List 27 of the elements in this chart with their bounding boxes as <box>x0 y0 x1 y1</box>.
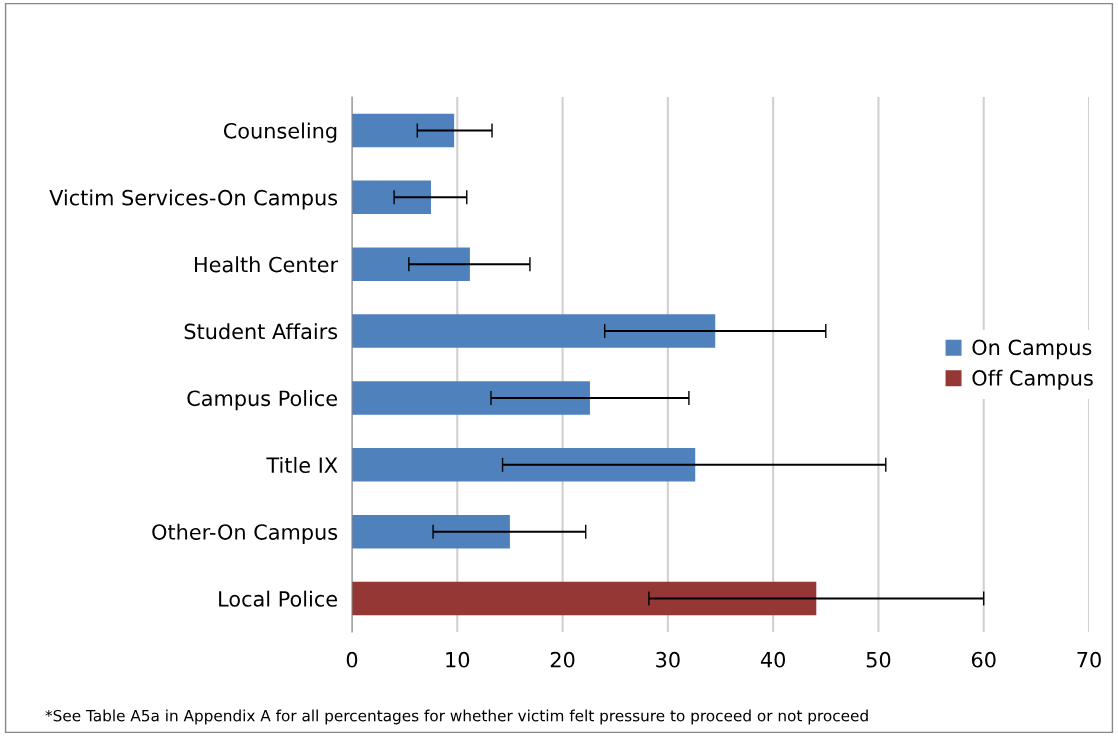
x-tick-label: 50 <box>866 651 891 668</box>
y-tick-label: Victim Services-On Campus <box>49 189 338 210</box>
bar <box>352 381 590 415</box>
x-tick-label: 30 <box>656 651 680 668</box>
bar <box>352 581 817 616</box>
y-tick-label: Counseling <box>223 122 337 143</box>
x-tick-label: 70 <box>1077 651 1101 668</box>
bar <box>352 514 510 549</box>
y-tick-label: Local Police <box>219 590 337 607</box>
bar <box>352 448 696 482</box>
x-tick-label: 20 <box>550 651 575 668</box>
legend-label: On Campus <box>972 339 1092 360</box>
y-tick-label: Student Affairs <box>184 323 338 340</box>
bar <box>352 247 470 281</box>
y-tick-label: Health Center <box>195 256 339 273</box>
bar <box>352 180 431 215</box>
bar <box>352 113 455 148</box>
x-tick-label: 10 <box>446 651 470 668</box>
bar <box>352 314 716 348</box>
x-tick-label: 40 <box>760 651 786 668</box>
x-tick-label: 0 <box>346 651 358 668</box>
y-tick-label: Campus Police <box>187 390 337 411</box>
x-tick-label: 60 <box>971 651 996 668</box>
text: *See Table A5a in Appendix A for all percentages for whether victim felt pressure to proceed or not proceed <box>45 709 868 725</box>
y-tick-label: Other-On Campus <box>152 523 338 544</box>
legend-label: Off Campus <box>972 369 1093 390</box>
y-tick-label: Title IX <box>266 456 338 474</box>
